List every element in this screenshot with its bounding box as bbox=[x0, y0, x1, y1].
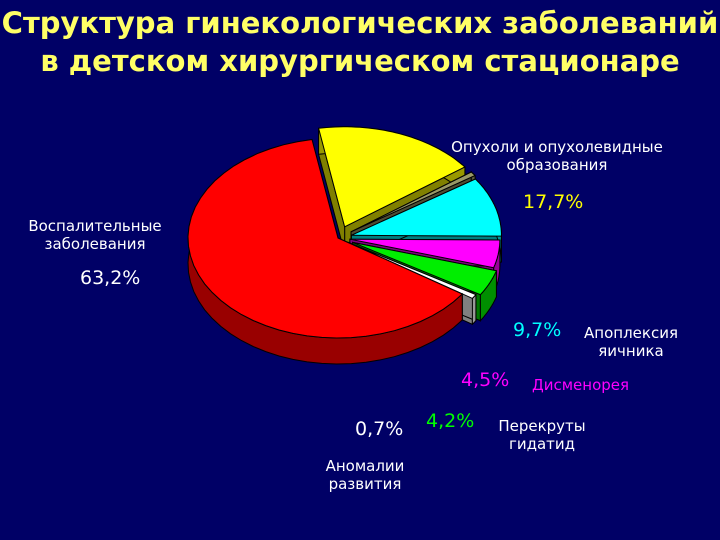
chart-title: Структура гинекологических заболеваний в… bbox=[0, 4, 720, 80]
label-apoplexy-value: 9,7% bbox=[513, 319, 562, 341]
label-apoplexy-name: Апоплексия яичника bbox=[576, 324, 686, 360]
label-tumors-name-line-1: Опухоли и опухолевидные bbox=[451, 138, 663, 156]
label-apoplexy-name-line-2: яичника bbox=[598, 342, 664, 360]
label-tumors-value: 17,7% bbox=[523, 191, 584, 213]
label-torsion-name: Перекруты гидатид bbox=[492, 417, 592, 453]
pie-slice-top bbox=[317, 126, 466, 228]
label-inflammatory-name: Воспалительные заболевания bbox=[20, 217, 170, 253]
pie-slice-top bbox=[347, 241, 477, 300]
label-inflammatory-value: 63,2% bbox=[80, 267, 141, 289]
label-dysmenorrhea-name: Дисменорея bbox=[532, 376, 629, 394]
pie-slice-inflammatory bbox=[187, 138, 464, 365]
label-anomalies-name-line-2: развития bbox=[328, 475, 402, 493]
label-torsion-name-line-2: гидатид bbox=[508, 435, 576, 453]
label-tumors-name-line-2: образования bbox=[506, 156, 608, 174]
label-torsion-name-line-1: Перекруты bbox=[498, 417, 586, 435]
pie-slice-top bbox=[349, 238, 501, 269]
chart-title-line-1: Структура гинекологических заболеваний bbox=[1, 6, 719, 40]
label-torsion-value: 4,2% bbox=[426, 410, 475, 432]
label-anomalies-name-line-1: Аномалии bbox=[325, 457, 405, 475]
label-anomalies-value: 0,7% bbox=[355, 418, 404, 440]
pie-slice-top bbox=[187, 138, 464, 339]
pie-slice-top bbox=[351, 178, 502, 237]
pie-slice-top bbox=[352, 241, 498, 296]
label-dysmenorrhea-value: 4,5% bbox=[461, 369, 510, 391]
pie-slice-top bbox=[350, 171, 476, 233]
label-dysmenorrhea-name-line-1: Дисменорея bbox=[532, 376, 630, 394]
chart-title-line-2: в детском хирургическом стационаре bbox=[40, 44, 680, 78]
label-inflammatory-name-line-2: заболевания bbox=[44, 235, 146, 253]
label-inflammatory-name-line-1: Воспалительные bbox=[28, 217, 162, 235]
label-anomalies-name: Аномалии развития bbox=[310, 457, 420, 493]
label-apoplexy-name-line-1: Апоплексия bbox=[584, 324, 678, 342]
label-tumors-name: Опухоли и опухолевидные образования bbox=[428, 138, 686, 174]
pie-slice-side bbox=[471, 293, 477, 325]
